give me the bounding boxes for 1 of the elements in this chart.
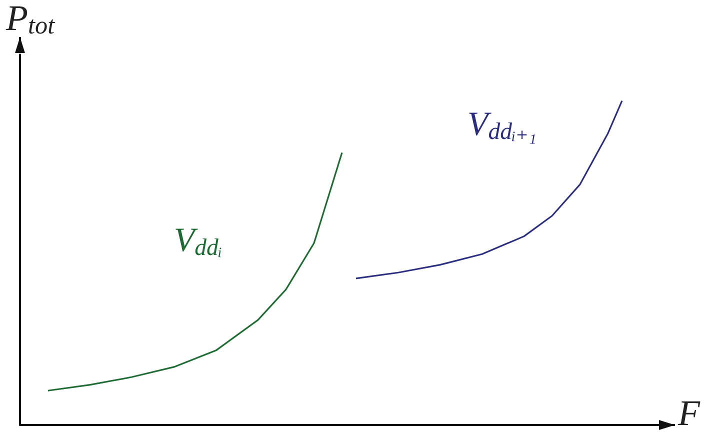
x-axis-title: F	[677, 393, 701, 432]
